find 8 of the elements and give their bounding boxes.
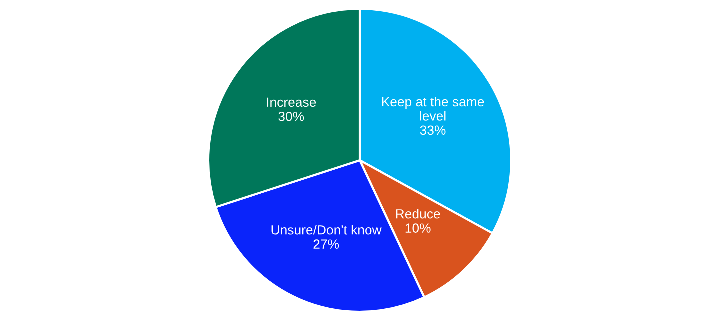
slice-label: Increase: [267, 98, 316, 108]
slice-label: Unsure/Don't know: [272, 225, 382, 235]
data-label: 10%: [406, 224, 431, 233]
data-label: 27%: [314, 240, 340, 249]
slice-label: Reduce: [396, 209, 440, 219]
data-label: 30%: [278, 112, 304, 122]
data-label: 33%: [420, 126, 446, 136]
slice-label: Keep at the same level: [382, 96, 484, 121]
